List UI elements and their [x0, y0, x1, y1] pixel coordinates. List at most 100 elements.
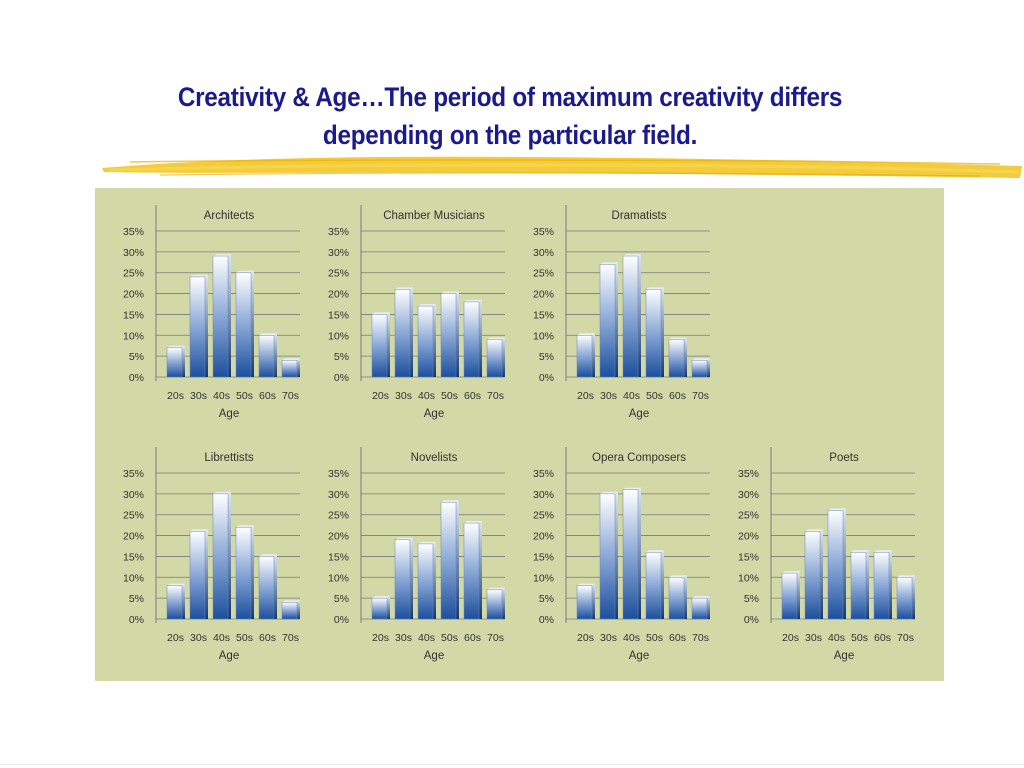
chart-librettists-bar-side [182, 583, 185, 619]
chart-novelists-x-tick-label: 20s [372, 632, 389, 644]
highlighter-brush-stroke [102, 156, 1022, 178]
chart-architects-bar-top [190, 274, 208, 277]
chart-librettists-x-tick-label: 50s [236, 632, 253, 644]
chart-opera-composers-bar-top [623, 487, 641, 490]
chart-chamber-musicians-bar-60s [463, 301, 480, 378]
chart-dramatists-y-tick-label: 10% [533, 330, 554, 342]
chart-librettists-bar-top [236, 525, 254, 528]
chart-poets-x-tick-label: 30s [805, 632, 822, 644]
chart-dramatists-bar-side [661, 287, 664, 377]
chart-librettists-bar-30s [189, 531, 206, 620]
chart-architects-bar-side [297, 358, 300, 377]
chart-dramatists-bar-top [646, 287, 664, 290]
chart-chamber-musicians-bar-side [433, 304, 436, 377]
chart-poets-y-tick-label: 20% [738, 531, 759, 543]
chart-librettists-x-tick-label: 70s [282, 632, 299, 644]
chart-poets-bar-top [782, 571, 800, 574]
chart-poets-bar-side [843, 508, 846, 619]
chart-opera-composers-y-tick-label: 0% [539, 614, 554, 626]
chart-architects-bar-20s [166, 347, 183, 378]
chart-poets-x-tick-label: 50s [851, 632, 868, 644]
chart-opera-composers-bar-60s [668, 577, 685, 620]
chart-architects-bar-70s [281, 360, 298, 378]
chart-opera-composers-bar-side [615, 491, 618, 619]
chart-librettists-bar-top [213, 491, 231, 494]
chart-chamber-musicians-x-tick-label: 20s [372, 390, 389, 402]
chart-architects-bar-top [259, 333, 277, 336]
chart-architects-bar-side [182, 345, 185, 377]
chart-chamber-musicians-bar-top [418, 304, 436, 307]
chart-chamber-musicians: Chamber Musicians 0% 5% 10% 15% 20% 25% 30% 35% 2… [328, 205, 505, 420]
chart-novelists: Novelists 0% 5% 10% 15% 20% 25% 30% 35% 20s 30s 40s… [328, 447, 505, 662]
chart-dramatists-x-axis-label: Age [629, 408, 649, 420]
chart-poets-x-tick-label: 40s [828, 632, 845, 644]
chart-architects-x-tick-label: 30s [190, 390, 207, 402]
chart-poets-title: Poets [829, 452, 859, 464]
chart-dramatists-x-tick-label: 40s [623, 390, 640, 402]
chart-chamber-musicians-y-tick-label: 0% [334, 372, 349, 384]
chart-poets-bar-side [912, 575, 915, 619]
chart-novelists-y-tick-label: 25% [328, 510, 349, 522]
chart-chamber-musicians-bar-side [502, 337, 505, 377]
chart-opera-composers-bar-50s [645, 552, 662, 620]
slide-title-line-2: depending on the particular field. [322, 120, 698, 150]
chart-dramatists-title: Dramatists [612, 210, 667, 222]
chart-architects-y-tick-label: 15% [123, 309, 144, 321]
chart-architects-y-tick-label: 20% [123, 289, 144, 301]
chart-novelists-y-tick-label: 15% [328, 551, 349, 563]
chart-librettists-x-tick-label: 30s [190, 632, 207, 644]
chart-librettists-bar-top [190, 529, 208, 532]
slide-title: Creativity & Age…The period of maximum c… [123, 78, 897, 154]
chart-chamber-musicians-y-tick-label: 20% [328, 289, 349, 301]
chart-architects-y-tick-label: 0% [129, 372, 144, 384]
chart-librettists-bar-side [228, 491, 231, 619]
chart-novelists-bar-side [456, 500, 459, 619]
chart-librettists-bar-70s [281, 602, 298, 620]
chart-opera-composers-y-tick-label: 10% [533, 572, 554, 584]
chart-novelists-bar-40s [417, 543, 434, 620]
chart-poets-y-tick-label: 35% [738, 468, 759, 480]
chart-novelists-bar-top [418, 541, 436, 544]
chart-dramatists-x-tick-label: 30s [600, 390, 617, 402]
chart-chamber-musicians-bar-70s [486, 339, 503, 378]
chart-novelists-x-axis-label: Age [424, 650, 444, 662]
chart-chamber-musicians-y-tick-label: 10% [328, 330, 349, 342]
chart-poets-x-axis-label: Age [834, 650, 854, 662]
chart-architects-y-tick-label: 10% [123, 330, 144, 342]
chart-dramatists-x-tick-label: 60s [669, 390, 686, 402]
chart-poets-bar-side [889, 550, 892, 619]
chart-novelists-bar-top [464, 521, 482, 524]
chart-poets: Poets 0% 5% 10% 15% 20% 25% 30% 35% 20s 30s 40s 50s 6… [738, 447, 915, 662]
chart-poets-bar-side [866, 550, 869, 619]
chart-opera-composers-y-tick-label: 20% [533, 531, 554, 543]
chart-opera-composers-y-tick-label: 30% [533, 489, 554, 501]
chart-poets-x-tick-label: 60s [874, 632, 891, 644]
chart-novelists-x-tick-label: 30s [395, 632, 412, 644]
chart-architects-bar-side [205, 274, 208, 377]
chart-dramatists-bar-40s [622, 255, 639, 378]
chart-architects: Architects 0% 5% 10% 15% 20% 25% 30% 35% 20s 30s 40… [123, 205, 300, 420]
chart-opera-composers-x-tick-label: 40s [623, 632, 640, 644]
chart-opera-composers-title: Opera Composers [592, 452, 686, 464]
chart-opera-composers-y-tick-label: 25% [533, 510, 554, 522]
chart-dramatists-bar-top [669, 337, 687, 340]
chart-opera-composers-y-tick-label: 35% [533, 468, 554, 480]
chart-librettists-y-tick-label: 15% [123, 551, 144, 563]
chart-dramatists-bar-side [684, 337, 687, 377]
chart-poets-y-tick-label: 0% [744, 614, 759, 626]
chart-architects-y-tick-label: 25% [123, 268, 144, 280]
chart-chamber-musicians-x-tick-label: 70s [487, 390, 504, 402]
chart-novelists-bar-50s [440, 501, 457, 620]
chart-novelists-title: Novelists [411, 452, 458, 464]
chart-dramatists-bar-50s [645, 289, 662, 378]
chart-librettists-title: Librettists [204, 452, 253, 464]
chart-novelists-y-tick-label: 35% [328, 468, 349, 480]
chart-librettists-y-tick-label: 5% [129, 593, 144, 605]
chart-poets-bar-30s [804, 531, 821, 620]
chart-poets-bar-40s [827, 510, 844, 620]
chart-librettists-y-tick-label: 10% [123, 572, 144, 584]
chart-opera-composers-bar-side [638, 487, 641, 619]
chart-dramatists-bar-side [615, 262, 618, 377]
chart-architects-bar-top [236, 270, 254, 273]
chart-dramatists-y-tick-label: 35% [533, 226, 554, 238]
